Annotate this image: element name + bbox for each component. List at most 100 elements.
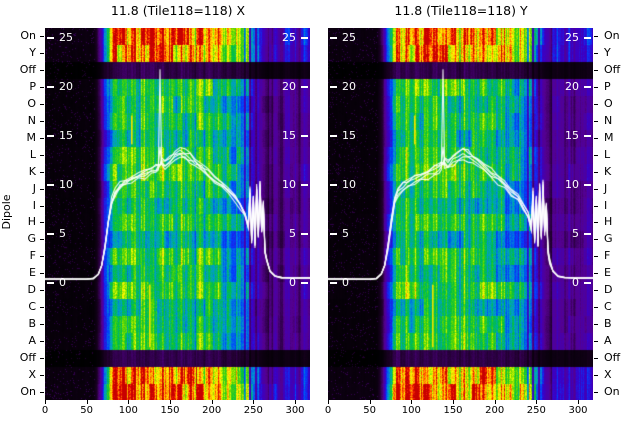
dipole-row-label: P — [29, 80, 36, 94]
dipole-row-label: N — [27, 114, 36, 127]
x-tick — [536, 400, 538, 404]
y-tick-right — [594, 87, 598, 89]
y-tick-right — [594, 121, 598, 122]
y-tick-left — [40, 340, 44, 342]
y-tick-right — [594, 374, 598, 376]
panel-title-x: 11.8 (Tile118=118) X — [110, 3, 246, 18]
y-tick-right — [594, 171, 598, 173]
dipole-row-label: Off — [19, 350, 36, 364]
dipole-row-label: H — [27, 215, 36, 229]
y-tick-right — [594, 256, 598, 258]
x-tick-label: 200 — [485, 405, 505, 416]
y-tick-right — [594, 53, 598, 55]
x-tick — [411, 400, 413, 404]
dipole-row-label: H — [604, 215, 613, 229]
dipole-row-label: J — [604, 181, 608, 195]
x-tick-label: 300 — [285, 405, 305, 416]
x-tick-label: 50 — [80, 405, 94, 416]
x-tick-label: 150 — [443, 405, 463, 416]
dipole-row-label: I — [604, 198, 608, 212]
dipole-row-label: On — [604, 384, 620, 398]
y-tick-left — [40, 53, 44, 55]
x-tick-label: 100 — [401, 405, 421, 416]
x-tick — [86, 400, 88, 404]
x-tick-label: 150 — [160, 405, 180, 416]
dipole-row-label: K — [28, 164, 36, 178]
x-tick-label: 300 — [568, 405, 588, 416]
dipole-row-label: F — [29, 249, 36, 263]
x-tick-label: 200 — [202, 405, 222, 416]
y-tick-right — [594, 205, 598, 207]
y-tick-left — [40, 121, 44, 122]
x-tick-label: 0 — [324, 405, 332, 416]
y-tick-left — [40, 256, 44, 258]
y-tick-right — [594, 188, 598, 190]
y-tick-left — [40, 205, 44, 207]
dipole-row-label: Off — [604, 350, 621, 364]
y-tick-left — [40, 239, 44, 241]
dipole-row-label: L — [29, 147, 36, 161]
y-tick-right — [594, 104, 598, 106]
dipole-row-label: On — [20, 29, 36, 43]
y-tick-left — [40, 222, 44, 224]
y-tick-left — [40, 374, 44, 376]
x-tick — [211, 400, 213, 404]
dipole-row-label: On — [604, 29, 620, 43]
y-tick-left — [40, 104, 44, 106]
dipole-row-label: N — [604, 114, 613, 127]
dipole-row-label: J — [32, 181, 36, 195]
x-tick — [128, 400, 130, 404]
dipole-row-label: On — [20, 384, 36, 398]
y-tick-left — [40, 70, 44, 72]
y-tick-left — [40, 137, 44, 139]
y-tick-right — [594, 137, 598, 139]
y-tick-left — [40, 323, 44, 325]
y-tick-left — [40, 36, 44, 38]
dipole-row-label: B — [28, 316, 36, 330]
dipole-row-label: M — [604, 130, 614, 144]
x-tick — [369, 400, 371, 404]
dipole-row-label: G — [27, 232, 36, 246]
y-tick-left — [40, 307, 44, 308]
dipole-labels-right: On Y Off P O N M L K J I H G F E D C B A Off X On — [604, 28, 638, 400]
dipole-row-label: I — [32, 198, 36, 212]
dipole-row-label: A — [28, 333, 36, 347]
y-tick-left — [40, 357, 44, 359]
y-tick-left — [40, 154, 44, 156]
dipole-row-label: M — [26, 130, 37, 144]
dipole-row-label: F — [604, 249, 611, 263]
x-axis-y-pol: 0 50 100 150 200 250 300 — [324, 400, 593, 420]
x-tick — [253, 400, 255, 404]
x-tick-label: 0 — [41, 405, 49, 416]
y-tick-left — [40, 391, 44, 393]
x-tick-label: 100 — [118, 405, 138, 416]
dipole-row-label: G — [604, 232, 613, 246]
x-axis-x-pol: 0 50 100 150 200 250 300 — [41, 400, 310, 420]
y-tick-right — [594, 273, 598, 275]
y-tick-left — [40, 87, 44, 89]
dipole-row-label: A — [604, 333, 612, 347]
x-tick — [494, 400, 496, 404]
y-tick-right — [594, 70, 598, 72]
heatmap-panel-y: 25 25 20 20 15 15 10 10 5 5 0 0 — [328, 28, 593, 400]
y-tick-left — [40, 273, 44, 275]
dipole-row-label: P — [604, 80, 611, 94]
dipole-row-label: D — [27, 283, 36, 297]
y-tick-left — [40, 171, 44, 173]
x-tick — [578, 400, 579, 404]
x-tick-label: 250 — [526, 405, 546, 416]
x-tick-label: 50 — [363, 405, 377, 416]
heatmap-canvas-x — [45, 28, 310, 400]
panel-title-y: 11.8 (Tile118=118) Y — [394, 3, 528, 18]
dipole-row-label: Off — [604, 63, 621, 77]
dipole-row-label: L — [604, 147, 611, 161]
y-tick-right — [594, 239, 598, 241]
x-tick-label: 250 — [243, 405, 263, 416]
dipole-row-label: O — [27, 97, 36, 111]
dipole-row-label: D — [604, 283, 613, 297]
dipole-row-label: K — [604, 164, 612, 178]
x-tick — [170, 400, 171, 404]
y-tick-right — [594, 357, 598, 359]
dipole-row-label: Y — [29, 46, 36, 60]
